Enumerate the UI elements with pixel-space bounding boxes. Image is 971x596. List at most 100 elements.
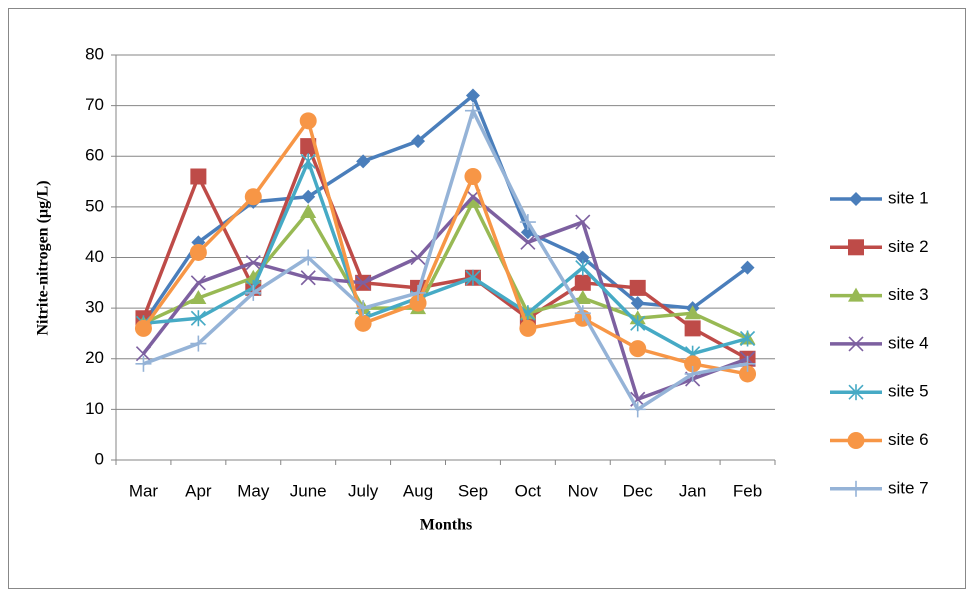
marker-shape [684, 320, 701, 337]
marker [465, 269, 481, 286]
marker [355, 275, 371, 291]
marker [575, 259, 591, 276]
marker-stroke [190, 275, 206, 291]
marker [134, 319, 152, 337]
marker-shape [629, 279, 646, 296]
series-line [143, 159, 749, 356]
x-tick-label: May [237, 481, 270, 500]
y-tick-label: 60 [85, 146, 104, 165]
marker-shape [848, 239, 864, 256]
marker-stroke [848, 336, 864, 352]
marker [189, 243, 207, 261]
y-axis-title: Nitrite-nitrogen (µg/L) [35, 180, 52, 335]
legend-label: site 2 [888, 237, 929, 256]
marker-shape [629, 340, 647, 358]
x-tick-label: Dec [623, 481, 654, 500]
y-tick-label: 80 [85, 44, 104, 63]
marker-shape [849, 192, 863, 206]
marker-shape [356, 154, 371, 169]
marker [519, 319, 537, 337]
marker [848, 336, 864, 352]
x-tick-label: June [290, 481, 327, 500]
marker [629, 340, 647, 358]
marker-shape [244, 188, 262, 206]
marker [848, 239, 864, 256]
marker-shape [574, 290, 591, 304]
x-tick-label: July [348, 481, 379, 500]
y-tick-label: 30 [85, 298, 104, 317]
marker [135, 355, 152, 372]
marker [300, 153, 316, 170]
marker-shape [684, 305, 701, 320]
y-tick-label: 10 [85, 399, 104, 418]
marker [630, 296, 645, 311]
marker-stroke [355, 275, 371, 291]
marker [629, 401, 646, 418]
x-tick-label: Apr [185, 481, 212, 500]
x-tick-label: Nov [568, 481, 599, 500]
series-line [142, 93, 749, 325]
marker [190, 168, 207, 185]
marker-shape [301, 189, 316, 204]
marker [574, 274, 591, 291]
y-tick-label: 0 [95, 449, 104, 468]
x-tick-label: Oct [515, 481, 542, 500]
marker [849, 192, 863, 206]
legend-label: site 5 [888, 382, 929, 401]
legend-label: site 3 [888, 285, 929, 304]
marker [300, 249, 317, 266]
marker-shape [300, 203, 317, 218]
marker [630, 315, 646, 332]
marker [409, 294, 427, 312]
marker [847, 432, 865, 449]
marker [410, 284, 427, 301]
marker [301, 189, 316, 204]
marker [356, 154, 371, 169]
marker-stroke [410, 249, 426, 266]
marker-shape [519, 319, 537, 337]
marker-stroke [300, 270, 316, 286]
marker [520, 234, 536, 250]
marker-shape [354, 314, 372, 332]
series-line [142, 108, 748, 412]
x-axis-title: Months [420, 517, 472, 534]
marker-shape [464, 193, 481, 208]
marker [190, 335, 207, 352]
series-line [142, 195, 749, 401]
marker-shape [740, 260, 755, 275]
marker [739, 330, 756, 347]
legend-label: site 4 [888, 333, 929, 352]
marker [739, 365, 757, 383]
marker-stroke [135, 346, 152, 362]
marker [245, 284, 262, 301]
series-line [142, 119, 748, 376]
marker [574, 290, 591, 304]
marker-stroke [520, 234, 536, 250]
marker [575, 214, 591, 230]
marker [190, 310, 206, 327]
marker [354, 314, 372, 332]
marker-shape [464, 168, 482, 185]
legend-label: site 1 [888, 188, 929, 207]
marker [464, 168, 482, 185]
marker [740, 260, 755, 275]
marker-shape [630, 296, 645, 311]
marker-shape [189, 243, 207, 261]
marker-shape [739, 365, 757, 383]
marker-shape [409, 294, 427, 312]
marker [684, 320, 701, 337]
x-tick-label: Aug [403, 481, 433, 500]
marker-shape [575, 250, 590, 265]
legend-label: site 6 [888, 430, 929, 449]
marker-shape [134, 319, 152, 337]
marker [299, 112, 317, 130]
marker [190, 290, 207, 304]
marker [848, 287, 864, 302]
marker-shape [299, 112, 317, 130]
marker [465, 88, 480, 103]
marker-shape [465, 88, 480, 103]
marker [684, 305, 701, 320]
x-tick-label: Feb [733, 481, 762, 500]
marker [355, 300, 372, 317]
